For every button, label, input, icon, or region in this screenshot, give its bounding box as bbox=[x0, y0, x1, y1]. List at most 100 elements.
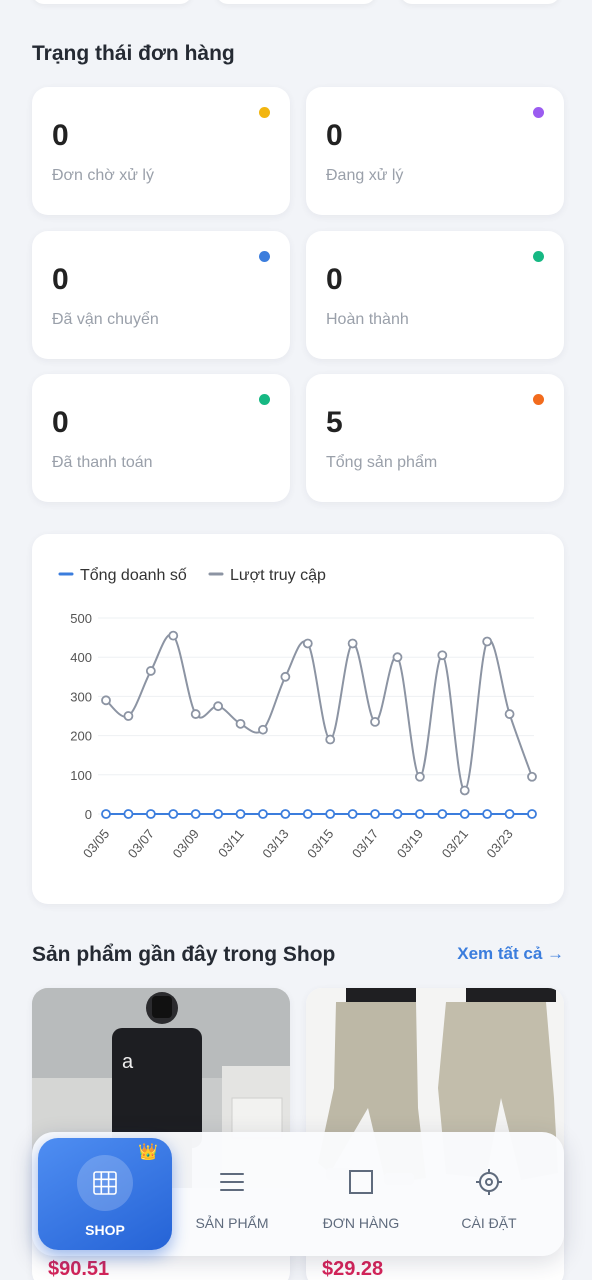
y-tick-label: 200 bbox=[70, 729, 92, 744]
x-tick-label: 03/17 bbox=[349, 826, 381, 861]
data-point bbox=[168, 809, 179, 819]
stat-value: 0 bbox=[326, 119, 343, 152]
stat-card-total-products[interactable]: 5 Tổng sản phẩm bbox=[306, 374, 564, 502]
data-point bbox=[258, 809, 268, 819]
stat-card-paid[interactable]: 0 Đã thanh toán bbox=[32, 374, 290, 502]
bottom-navigation: 👑 SHOP SẢN PHẨM ĐƠN HÀNG CÀI ĐẶT bbox=[32, 1132, 564, 1256]
data-point bbox=[482, 809, 493, 819]
line-chart: 0 100 200 300 400 500 03/05 03/07 03/09 03/11 03/1… bbox=[58, 566, 537, 861]
data-point bbox=[280, 809, 291, 819]
data-point bbox=[370, 809, 380, 819]
x-tick-label: 03/23 bbox=[483, 826, 515, 861]
legend-label: Lượt truy cập bbox=[230, 567, 326, 584]
data-point bbox=[437, 809, 448, 819]
data-point bbox=[145, 809, 156, 819]
data-point bbox=[504, 809, 515, 819]
stat-label: Đang xử lý bbox=[326, 167, 404, 184]
stat-value: 0 bbox=[326, 263, 343, 296]
data-point bbox=[213, 701, 224, 712]
stat-value: 0 bbox=[52, 406, 69, 439]
svg-text:a: a bbox=[122, 1051, 134, 1073]
stat-label: Tổng sản phẩm bbox=[326, 454, 438, 471]
data-point bbox=[302, 809, 313, 819]
y-tick-label: 100 bbox=[70, 768, 92, 783]
x-tick-label: 03/15 bbox=[304, 826, 336, 861]
stat-card-processing[interactable]: 0 Đang xử lý bbox=[306, 87, 564, 215]
nav-item-settings[interactable]: CÀI ĐẶT bbox=[429, 1132, 549, 1256]
y-tick-label: 500 bbox=[70, 611, 92, 626]
data-point bbox=[145, 666, 156, 676]
data-point bbox=[527, 771, 537, 782]
series-line bbox=[105, 633, 533, 792]
nav-item-orders[interactable]: ĐƠN HÀNG bbox=[301, 1132, 421, 1256]
data-point bbox=[235, 718, 246, 729]
stat-value: 0 bbox=[52, 119, 69, 152]
nav-label: SẢN PHẨM bbox=[195, 1215, 269, 1231]
data-point bbox=[347, 809, 358, 819]
data-point bbox=[414, 809, 425, 819]
status-dot bbox=[259, 394, 270, 405]
square-icon bbox=[301, 1168, 421, 1196]
x-tick-label: 03/21 bbox=[439, 826, 471, 861]
product-price: $29.28 bbox=[322, 1258, 384, 1280]
x-tick-label: 03/19 bbox=[394, 826, 426, 861]
crown-badge-icon: 👑 bbox=[138, 1144, 158, 1161]
data-point bbox=[437, 650, 448, 661]
nav-label: CÀI ĐẶT bbox=[461, 1215, 517, 1231]
product-price: $90.51 bbox=[48, 1258, 110, 1280]
data-point bbox=[101, 809, 111, 819]
legend-label: Tổng doanh số bbox=[80, 566, 187, 584]
status-dot bbox=[533, 107, 544, 118]
y-tick-label: 300 bbox=[70, 689, 92, 704]
stat-label: Đã vận chuyển bbox=[52, 311, 159, 328]
data-point bbox=[504, 709, 515, 719]
data-point bbox=[459, 785, 470, 796]
data-point bbox=[347, 638, 358, 649]
stat-label: Đơn chờ xử lý bbox=[52, 167, 154, 184]
data-point bbox=[258, 724, 268, 735]
status-dot bbox=[533, 251, 544, 262]
stat-label: Đã thanh toán bbox=[52, 454, 153, 471]
data-point bbox=[302, 638, 313, 649]
view-all-link[interactable]: Xem tất cả → bbox=[457, 944, 564, 963]
data-point bbox=[482, 636, 493, 647]
nav-label: SHOP bbox=[85, 1222, 125, 1238]
stat-label: Hoàn thành bbox=[326, 311, 409, 328]
stat-value: 5 bbox=[326, 406, 343, 439]
status-dot bbox=[533, 394, 544, 405]
stat-card-pending[interactable]: 0 Đơn chờ xử lý bbox=[32, 87, 290, 215]
data-point bbox=[101, 695, 111, 706]
stat-value: 0 bbox=[52, 263, 69, 296]
previous-card-stub bbox=[32, 0, 192, 4]
status-dot bbox=[259, 107, 270, 118]
data-point bbox=[325, 734, 336, 745]
x-tick-label: 03/11 bbox=[215, 826, 247, 860]
gear-icon bbox=[429, 1168, 549, 1196]
stat-card-completed[interactable]: 0 Hoàn thành bbox=[306, 231, 564, 359]
data-point bbox=[392, 652, 403, 663]
sales-chart-card: 0 100 200 300 400 500 03/05 03/07 03/09 03/11 03/1… bbox=[32, 534, 564, 904]
data-point bbox=[168, 630, 179, 641]
nav-label: ĐƠN HÀNG bbox=[322, 1215, 400, 1231]
order-status-title: Trạng thái đơn hàng bbox=[32, 42, 235, 65]
list-icon bbox=[172, 1168, 292, 1196]
data-point bbox=[280, 671, 291, 682]
previous-card-stub bbox=[400, 0, 560, 4]
data-point bbox=[190, 809, 201, 819]
nav-item-products[interactable]: SẢN PHẨM bbox=[172, 1132, 292, 1256]
y-tick-label: 0 bbox=[85, 807, 92, 822]
recent-products-title: Sản phẩm gần đây trong Shop bbox=[32, 943, 336, 966]
data-point bbox=[190, 709, 201, 719]
nav-item-shop[interactable]: 👑 SHOP bbox=[38, 1138, 172, 1250]
data-point bbox=[123, 711, 134, 721]
y-tick-label: 400 bbox=[70, 650, 92, 665]
data-point bbox=[370, 716, 380, 727]
x-tick-label: 03/09 bbox=[170, 826, 202, 861]
x-tick-label: 03/05 bbox=[80, 826, 112, 861]
data-point bbox=[213, 809, 224, 819]
data-point bbox=[527, 809, 537, 819]
data-point bbox=[123, 809, 134, 819]
previous-card-stub bbox=[216, 0, 376, 4]
x-tick-label: 03/07 bbox=[125, 826, 157, 861]
stat-card-shipped[interactable]: 0 Đã vận chuyển bbox=[32, 231, 290, 359]
